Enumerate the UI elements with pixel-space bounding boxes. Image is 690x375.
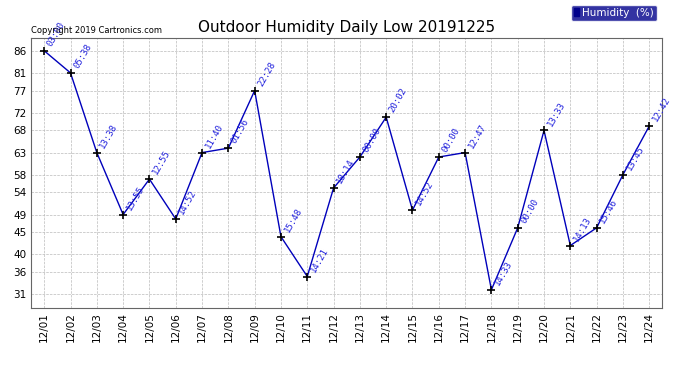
- Text: 13:33: 13:33: [545, 100, 566, 128]
- Text: 13:38: 13:38: [98, 122, 119, 150]
- Text: 05:38: 05:38: [72, 42, 93, 70]
- Text: 14:33: 14:33: [493, 259, 514, 287]
- Text: 14:13: 14:13: [572, 215, 593, 243]
- Text: 14:21: 14:21: [308, 246, 330, 274]
- Text: 15:48: 15:48: [282, 206, 304, 234]
- Text: 03:00: 03:00: [46, 20, 67, 48]
- Text: 20:02: 20:02: [388, 87, 408, 114]
- Text: 14:52: 14:52: [414, 180, 435, 207]
- Text: 00:00: 00:00: [362, 126, 382, 154]
- Text: 12:42: 12:42: [651, 96, 672, 123]
- Text: 12:55: 12:55: [151, 148, 172, 176]
- Text: 13:55: 13:55: [124, 184, 146, 212]
- Text: 00:00: 00:00: [519, 197, 540, 225]
- Text: 14:52: 14:52: [177, 188, 198, 216]
- Legend: Humidity  (%): Humidity (%): [571, 5, 657, 21]
- Text: Copyright 2019 Cartronics.com: Copyright 2019 Cartronics.com: [31, 26, 162, 35]
- Text: 11:40: 11:40: [204, 122, 225, 150]
- Text: 22:28: 22:28: [256, 60, 277, 88]
- Text: 00:00: 00:00: [440, 126, 462, 154]
- Text: 13:45: 13:45: [624, 144, 646, 172]
- Title: Outdoor Humidity Daily Low 20191225: Outdoor Humidity Daily Low 20191225: [198, 20, 495, 35]
- Text: 18:14: 18:14: [335, 158, 356, 185]
- Text: 01:56: 01:56: [230, 118, 251, 146]
- Text: 15:46: 15:46: [598, 197, 619, 225]
- Text: 12:47: 12:47: [466, 122, 488, 150]
